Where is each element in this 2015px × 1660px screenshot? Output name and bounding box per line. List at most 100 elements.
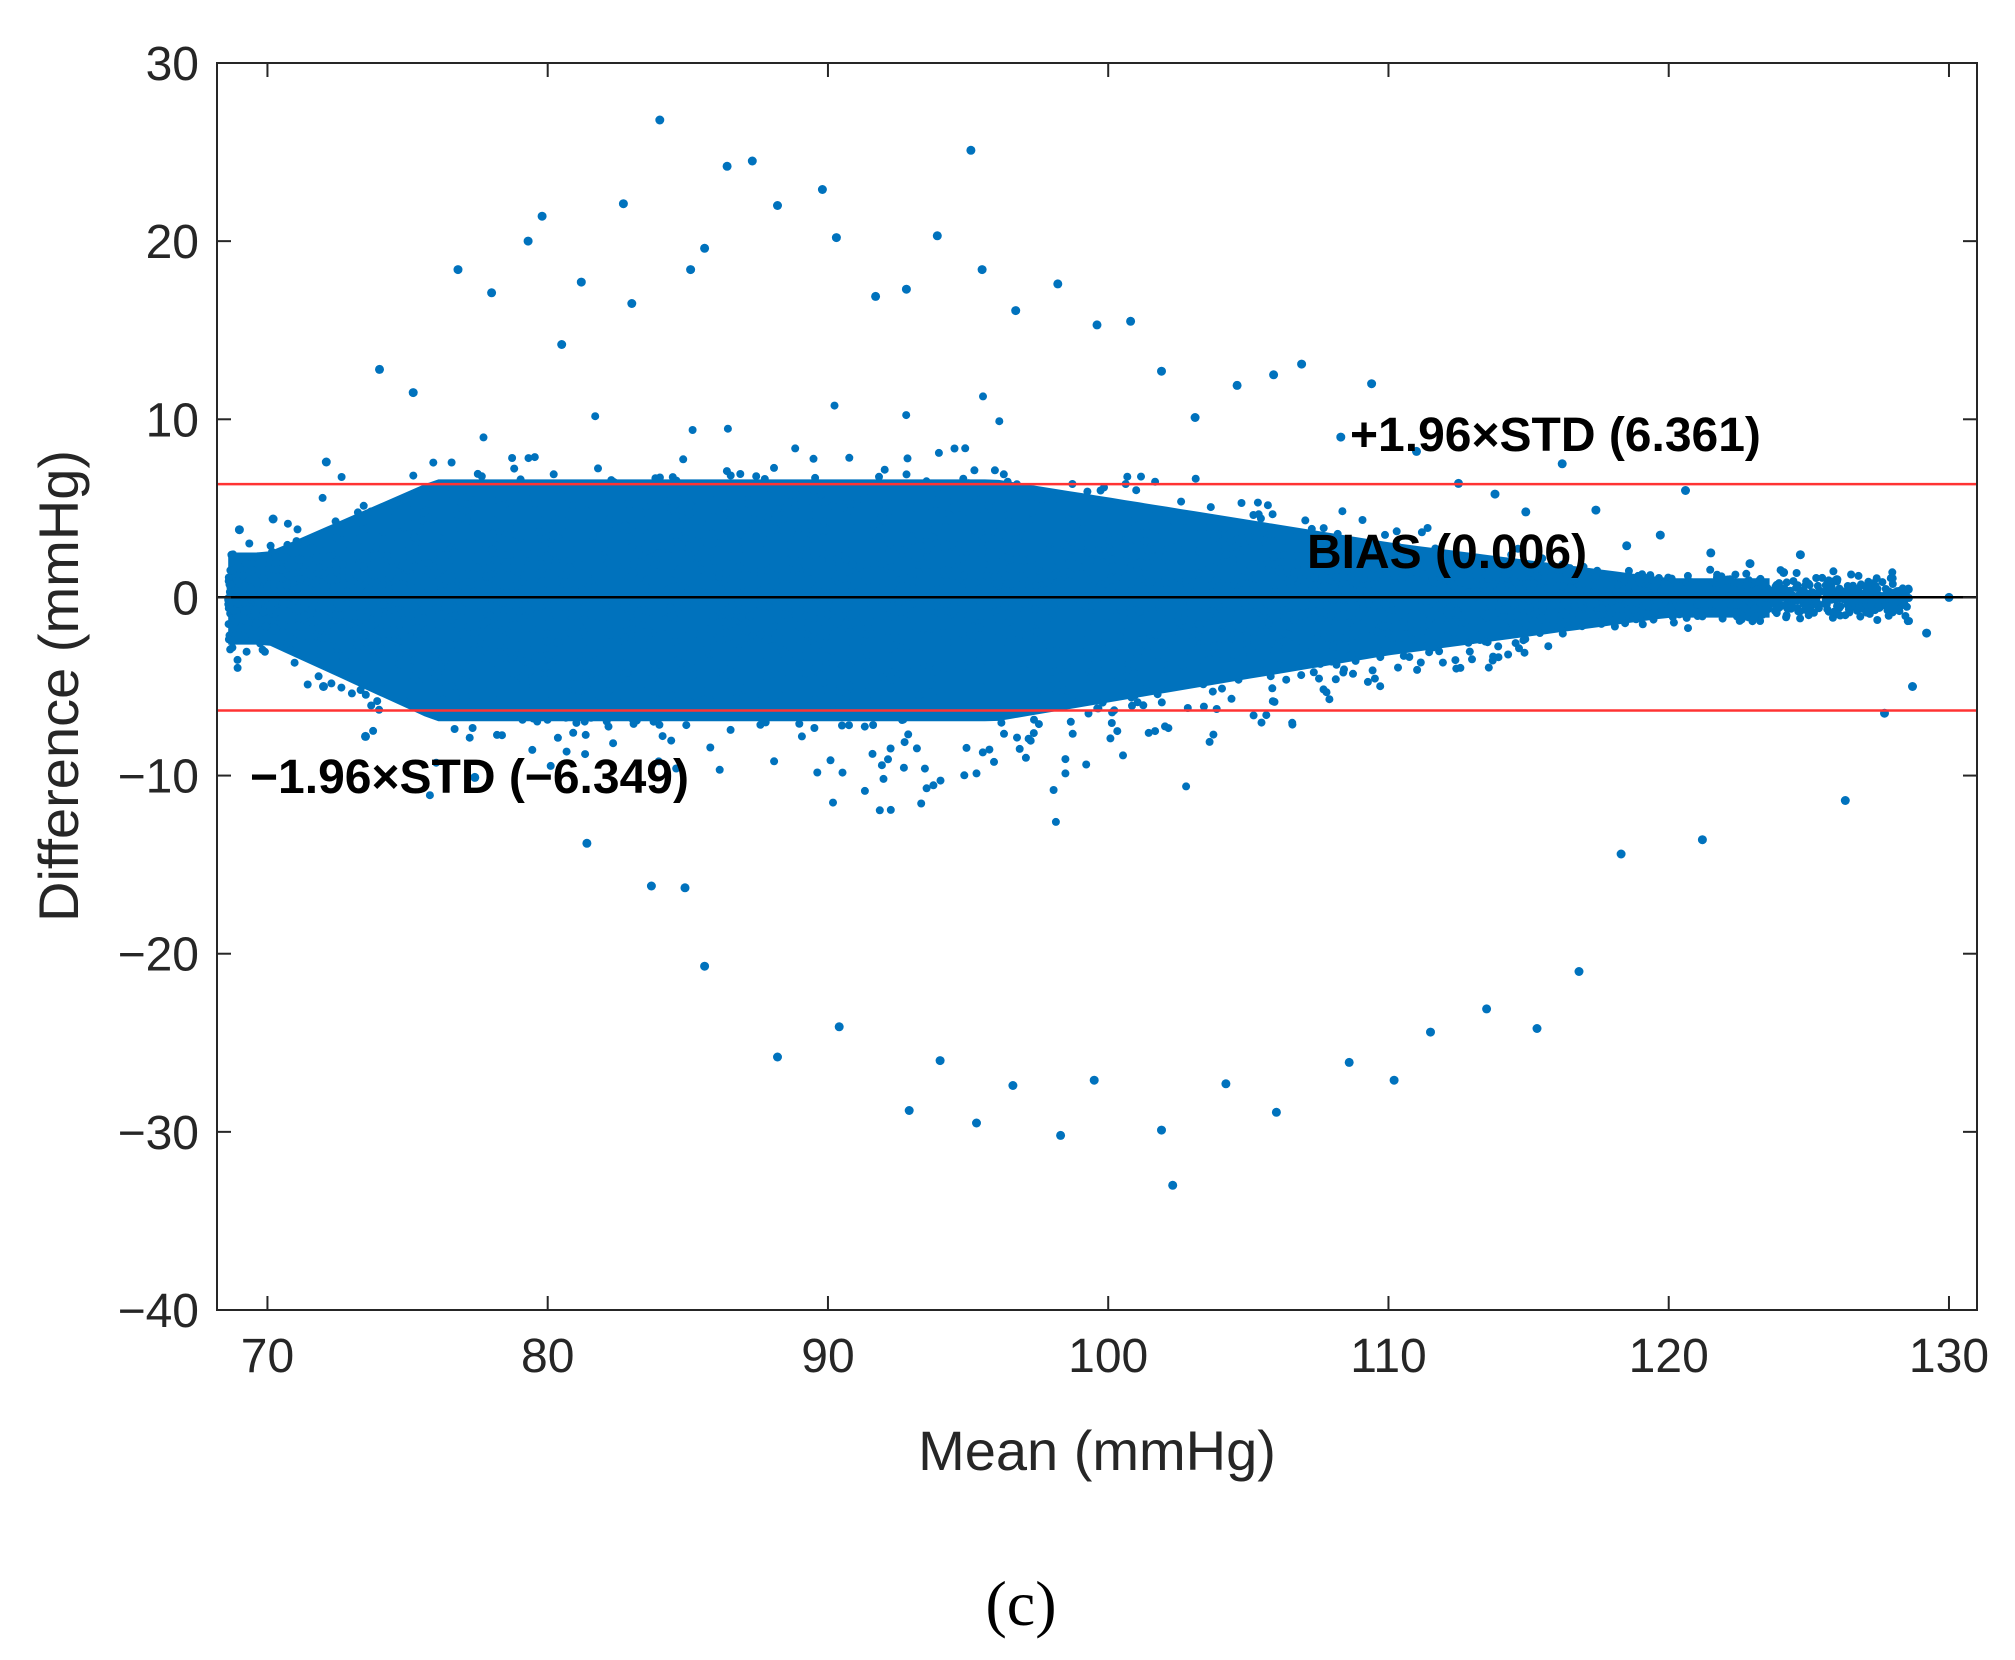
scatter-point: [984, 501, 993, 510]
scatter-point: [719, 606, 728, 615]
scatter-point: [767, 564, 776, 573]
scatter-point: [691, 629, 700, 638]
scatter-point: [1538, 604, 1547, 613]
scatter-point: [569, 501, 578, 510]
scatter-point: [647, 523, 656, 532]
scatter-point: [1404, 548, 1413, 557]
scatter-point: [1610, 622, 1619, 631]
scatter-point: [560, 577, 569, 586]
scatter-point: [871, 291, 881, 301]
scatter-point: [655, 115, 665, 125]
scatter-point: [929, 781, 938, 790]
scatter-point: [866, 493, 875, 502]
scatter-point: [869, 520, 878, 529]
scatter-point: [443, 550, 451, 559]
scatter-point: [628, 568, 637, 577]
scatter-point: [1131, 535, 1140, 544]
scatter-point: [572, 718, 581, 727]
scatter-point: [507, 581, 516, 590]
scatter-point: [557, 340, 567, 349]
scatter-point: [1152, 532, 1161, 541]
scatter-point: [1367, 379, 1377, 389]
scatter-point: [1903, 617, 1912, 626]
scatter-point: [1113, 727, 1122, 736]
scatter-point: [741, 565, 749, 574]
scatter-point: [1782, 578, 1791, 587]
scatter-point: [739, 598, 748, 607]
scatter-point: [1277, 568, 1285, 577]
scatter-point: [1218, 537, 1227, 546]
scatter-point: [581, 647, 590, 656]
scatter-point: [468, 613, 476, 622]
scatter-point: [457, 657, 466, 666]
scatter-point: [850, 618, 859, 627]
scatter-point: [780, 487, 789, 496]
scatter-point: [523, 494, 532, 503]
scatter-point: [980, 560, 989, 569]
scatter-point: [722, 161, 732, 171]
scatter-point: [959, 662, 968, 671]
scatter-point: [321, 613, 330, 622]
scatter-point: [1405, 653, 1414, 661]
scatter-point: [476, 511, 485, 520]
scatter-point: [467, 552, 476, 561]
scatter-point: [1888, 568, 1897, 577]
scatter-point: [1407, 612, 1416, 621]
scatter-point: [368, 578, 376, 587]
scatter-point: [899, 715, 908, 724]
scatter-point: [509, 537, 518, 546]
scatter-point: [581, 750, 590, 759]
scatter-point: [800, 695, 809, 704]
scatter-point: [732, 694, 741, 703]
scatter-point: [1735, 616, 1744, 625]
scatter-point: [770, 757, 779, 766]
scatter-point: [327, 604, 336, 613]
scatter-point: [1268, 684, 1277, 693]
scatter-point: [1158, 680, 1167, 688]
scatter-point: [689, 601, 698, 610]
scatter-point: [1666, 604, 1675, 612]
scatter-point: [1022, 632, 1031, 641]
scatter-point: [1276, 575, 1285, 584]
scatter-point: [1284, 630, 1293, 639]
scatter-point: [1389, 623, 1398, 632]
scatter-point: [1053, 494, 1062, 503]
scatter-point: [929, 550, 938, 559]
scatter-point: [728, 600, 737, 609]
scatter-point: [771, 670, 780, 679]
scatter-point: [813, 625, 822, 634]
scatter-point: [721, 628, 730, 637]
scatter-point: [550, 523, 559, 532]
scatter-point: [1504, 599, 1513, 608]
scatter-point: [290, 658, 299, 667]
scatter-point: [996, 548, 1005, 557]
scatter-point: [1180, 615, 1189, 624]
scatter-point: [1030, 566, 1039, 575]
scatter-point: [227, 566, 236, 575]
scatter-point: [1435, 641, 1444, 650]
scatter-point: [934, 655, 943, 664]
scatter-point: [572, 612, 581, 620]
scatter-point: [678, 514, 687, 523]
scatter-point: [709, 512, 718, 521]
scatter-point: [230, 623, 239, 632]
scatter-point: [1416, 658, 1425, 667]
scatter-point: [1306, 534, 1315, 543]
scatter-point: [1105, 536, 1114, 545]
scatter-point: [1459, 578, 1467, 587]
scatter-point: [1538, 613, 1546, 622]
scatter-point: [1485, 586, 1494, 595]
scatter-point: [1141, 536, 1150, 545]
scatter-point: [225, 599, 234, 608]
scatter-point: [970, 466, 979, 475]
scatter-point: [815, 587, 824, 596]
scatter-point: [506, 647, 515, 656]
scatter-point: [496, 648, 504, 657]
scatter-point: [1160, 635, 1169, 644]
scatter-point: [1232, 380, 1242, 390]
scatter-point: [1066, 717, 1075, 726]
scatter-point: [1025, 556, 1034, 565]
scatter-point: [1519, 560, 1528, 569]
scatter-point: [651, 474, 660, 483]
scatter-point: [1388, 634, 1397, 642]
